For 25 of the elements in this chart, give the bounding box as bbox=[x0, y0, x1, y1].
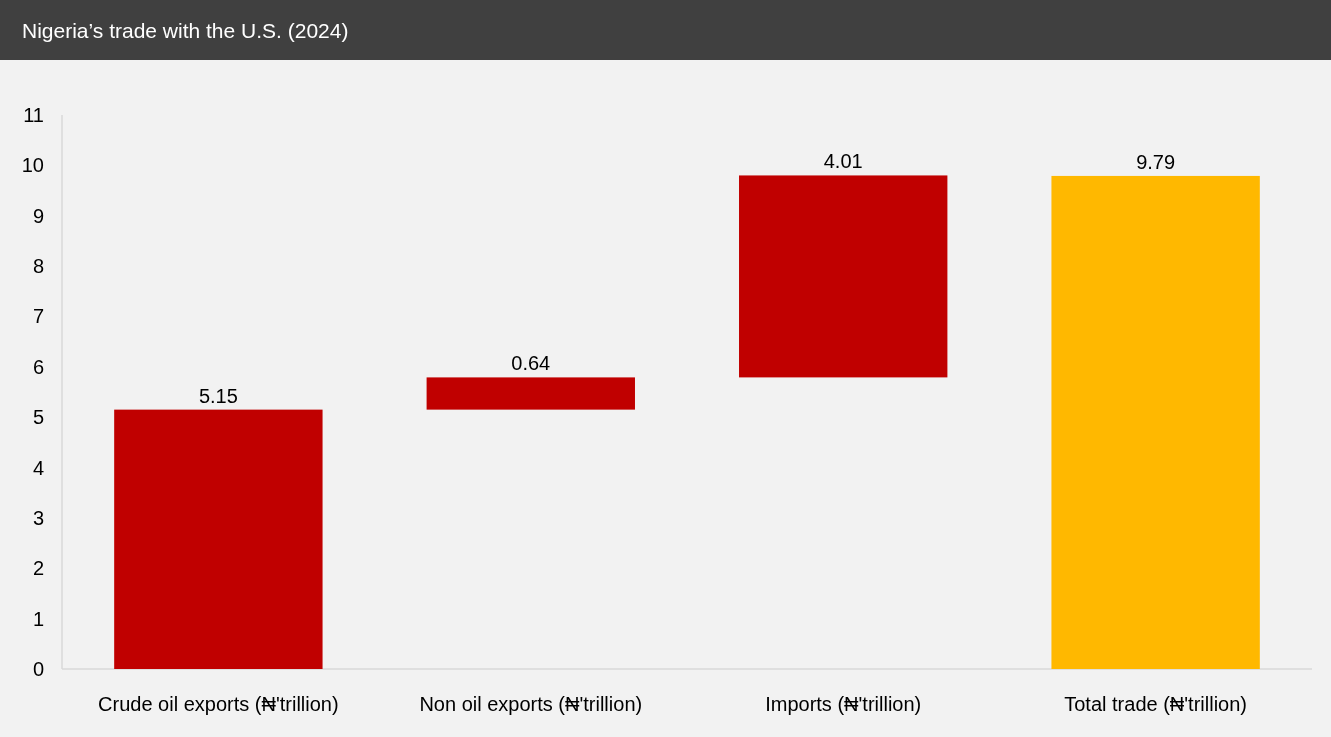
y-tick-label: 6 bbox=[32, 355, 44, 378]
bar bbox=[426, 377, 635, 410]
data-label: 4.01 bbox=[823, 150, 863, 173]
y-tick-label: 2 bbox=[32, 557, 44, 580]
y-tick-label: 0 bbox=[32, 658, 44, 680]
chart-title: Nigeria’s trade with the U.S. (2024) bbox=[22, 19, 349, 42]
bar bbox=[114, 409, 323, 669]
y-tick-label: 4 bbox=[32, 456, 44, 479]
y-tick-label: 8 bbox=[32, 255, 44, 278]
y-tick-label: 10 bbox=[21, 154, 44, 177]
x-tick-label: Crude oil exports (₦'trillion) bbox=[98, 693, 339, 715]
y-tick-label: 7 bbox=[32, 305, 44, 328]
x-tick-label: Non oil exports (₦'trillion) bbox=[419, 693, 643, 715]
y-tick-label: 5 bbox=[32, 406, 44, 429]
data-label: 0.64 bbox=[511, 352, 551, 375]
data-label: 9.79 bbox=[1136, 150, 1176, 173]
data-label: 5.15 bbox=[198, 384, 238, 407]
y-tick-label: 9 bbox=[32, 204, 44, 227]
bar bbox=[1051, 175, 1260, 669]
x-tick-label: Imports (₦'trillion) bbox=[765, 693, 922, 715]
y-tick-label: 3 bbox=[32, 506, 44, 529]
bar bbox=[739, 175, 948, 378]
y-tick-label: 11 bbox=[23, 104, 44, 126]
x-tick-label: Total trade (₦'trillion) bbox=[1064, 693, 1248, 715]
y-tick-label: 1 bbox=[32, 607, 44, 630]
